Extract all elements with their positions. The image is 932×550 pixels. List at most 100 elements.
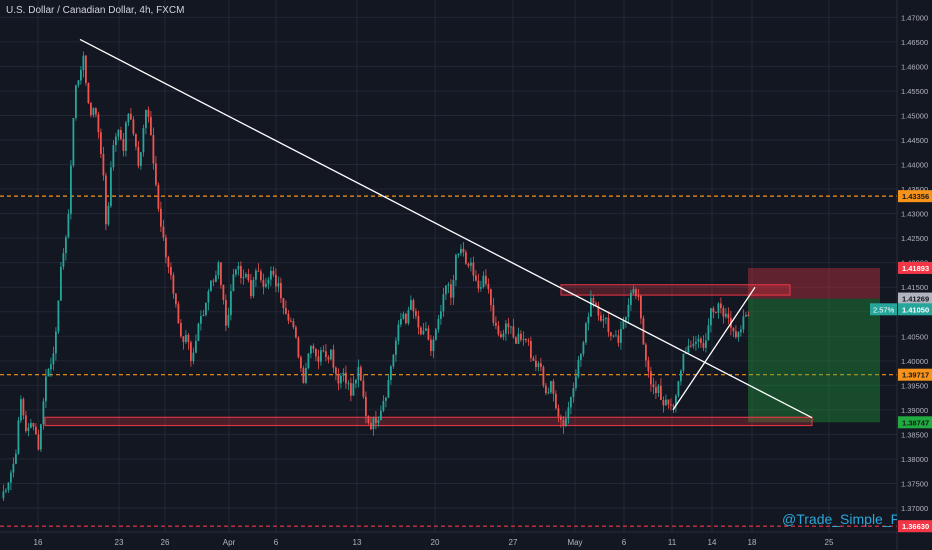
candle-body <box>647 360 650 372</box>
x-tick-label: 26 <box>161 538 170 547</box>
candle-body <box>160 208 162 227</box>
candle-body <box>437 318 440 330</box>
candle-body <box>365 396 367 417</box>
candle-body <box>47 369 50 377</box>
candle-body <box>322 350 325 352</box>
candle-body <box>552 381 555 394</box>
candle-body <box>227 315 230 326</box>
candle-body <box>697 338 700 342</box>
candle-body <box>262 280 265 287</box>
candle-body <box>45 376 47 402</box>
candle-body <box>222 284 225 301</box>
candle-body <box>130 113 132 120</box>
x-tick-label: 11 <box>668 538 677 547</box>
candle-body <box>557 408 560 417</box>
y-tick-label: 1.46000 <box>901 62 928 71</box>
candle-body <box>735 331 737 338</box>
candle-body <box>427 328 430 340</box>
candle-body <box>480 287 482 289</box>
candle-body <box>635 289 637 296</box>
price-label: 1.38747 <box>902 418 929 427</box>
candle-body <box>682 353 685 371</box>
price-label: 1.41269 <box>902 295 929 304</box>
candle-body <box>132 119 135 134</box>
y-tick-label: 1.37000 <box>901 504 928 513</box>
candle-body <box>577 360 580 377</box>
candle-body <box>545 385 547 394</box>
candle-body <box>597 305 600 316</box>
candle-body <box>42 401 45 425</box>
candle-body <box>462 248 465 253</box>
candle-body <box>592 298 595 304</box>
candle-body <box>547 392 550 394</box>
candle-body <box>5 490 7 492</box>
candle-body <box>65 237 67 254</box>
y-tick-label: 1.43000 <box>901 210 928 219</box>
candle-body <box>542 367 545 386</box>
candle-body <box>402 313 405 319</box>
y-tick-label: 1.44500 <box>901 136 928 145</box>
candle-body <box>247 274 250 281</box>
candle-body <box>502 333 505 338</box>
candle-body <box>277 283 280 287</box>
candle-body <box>422 330 425 335</box>
candle-body <box>580 353 582 361</box>
candle-body <box>707 325 710 341</box>
candle-body <box>475 275 477 281</box>
candle-body <box>272 270 275 275</box>
candle-body <box>297 337 300 358</box>
candle-body <box>127 113 130 123</box>
candle-body <box>612 335 615 337</box>
candle-body <box>352 383 355 396</box>
candle-body <box>417 315 420 328</box>
candle-body <box>232 274 235 292</box>
candle-body <box>397 324 400 341</box>
y-tick-label: 1.38500 <box>901 430 928 439</box>
candle-body <box>270 270 272 280</box>
candle-body <box>285 308 287 314</box>
candle-body <box>170 267 172 276</box>
candle-body <box>67 213 70 238</box>
candle-body <box>27 427 30 432</box>
candle-body <box>512 326 515 338</box>
candle-body <box>287 313 290 321</box>
price-label-box <box>898 368 932 381</box>
candle-body <box>420 327 422 335</box>
candle-body <box>55 331 57 354</box>
candle-body <box>17 420 20 454</box>
candle-body <box>410 300 412 310</box>
candle-body <box>497 325 500 335</box>
candle-body <box>367 416 370 424</box>
candle-body <box>50 364 52 370</box>
candle-body <box>602 319 605 321</box>
price-label-box <box>898 261 932 274</box>
candle-body <box>372 417 375 430</box>
candle-body <box>325 351 327 358</box>
candle-body <box>377 420 380 423</box>
candle-body <box>307 353 310 369</box>
candle-body <box>202 315 205 317</box>
candle-body <box>435 329 437 340</box>
candle-body <box>430 339 432 352</box>
candle-body <box>742 316 745 330</box>
y-tick-label: 1.43500 <box>901 185 928 194</box>
candle-body <box>387 379 390 398</box>
candle-body <box>705 340 707 348</box>
candle-body <box>595 303 597 306</box>
candle-body <box>52 353 55 365</box>
candle-body <box>102 153 105 176</box>
candle-body <box>20 399 22 421</box>
price-label-box <box>898 416 932 429</box>
candle-body <box>495 322 497 326</box>
candle-body <box>677 381 680 396</box>
candle-body <box>60 266 62 301</box>
candle-body <box>332 349 335 368</box>
x-tick-label: 6 <box>622 538 627 547</box>
candle-body <box>35 426 37 435</box>
candle-body <box>302 368 305 383</box>
candle-body <box>465 252 467 264</box>
candle-body <box>22 399 25 416</box>
candle-body <box>75 85 77 119</box>
candle-body <box>470 262 472 266</box>
